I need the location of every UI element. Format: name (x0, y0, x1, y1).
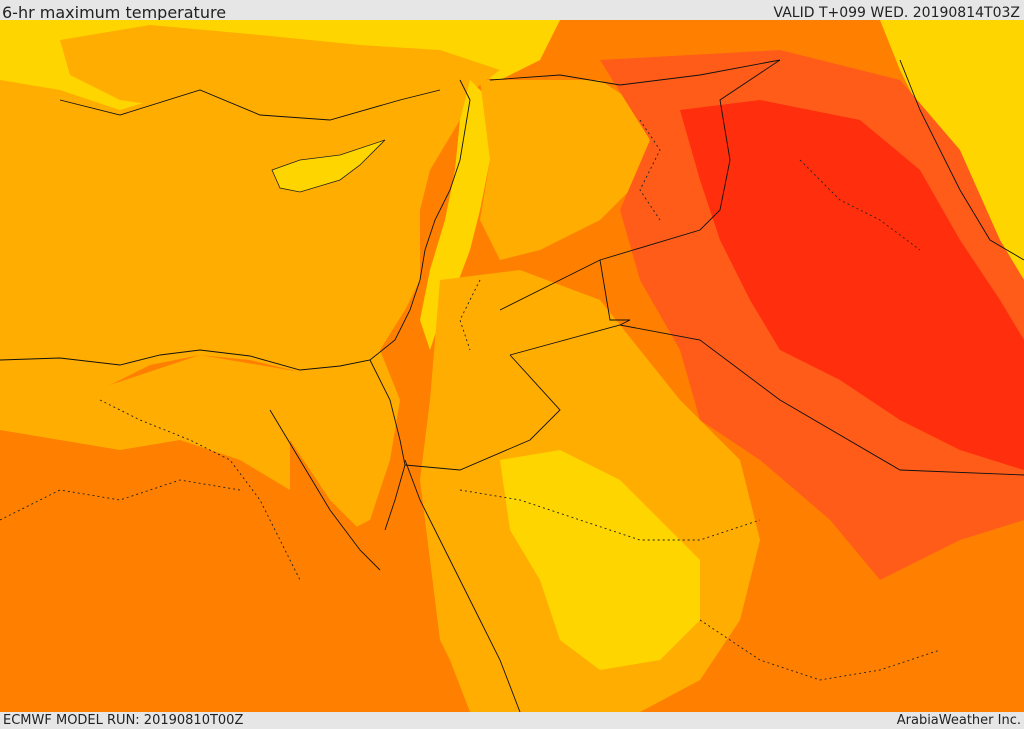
valid-time: VALID T+099 WED. 20190814T03Z (773, 5, 1020, 21)
map-canvas (0, 20, 1024, 712)
syria-zone (480, 80, 660, 260)
map-title: 6-hr maximum temperature (2, 3, 227, 22)
red-sea (290, 440, 470, 712)
turkey-inner-zone (60, 25, 500, 120)
temperature-map (0, 20, 1024, 712)
regional-boundaries (0, 119, 941, 681)
cyprus-island (271, 139, 386, 193)
iraq-extreme-zone (680, 100, 1024, 470)
arabian-plateau-south (500, 450, 700, 670)
country-borders (404, 59, 1024, 476)
credit-label: ArabiaWeather Inc. (896, 713, 1021, 728)
saudi-southeast-zone (740, 460, 1024, 712)
coastlines (0, 79, 521, 712)
model-run-label: ECMWF MODEL RUN: 20190810T00Z (3, 713, 244, 728)
